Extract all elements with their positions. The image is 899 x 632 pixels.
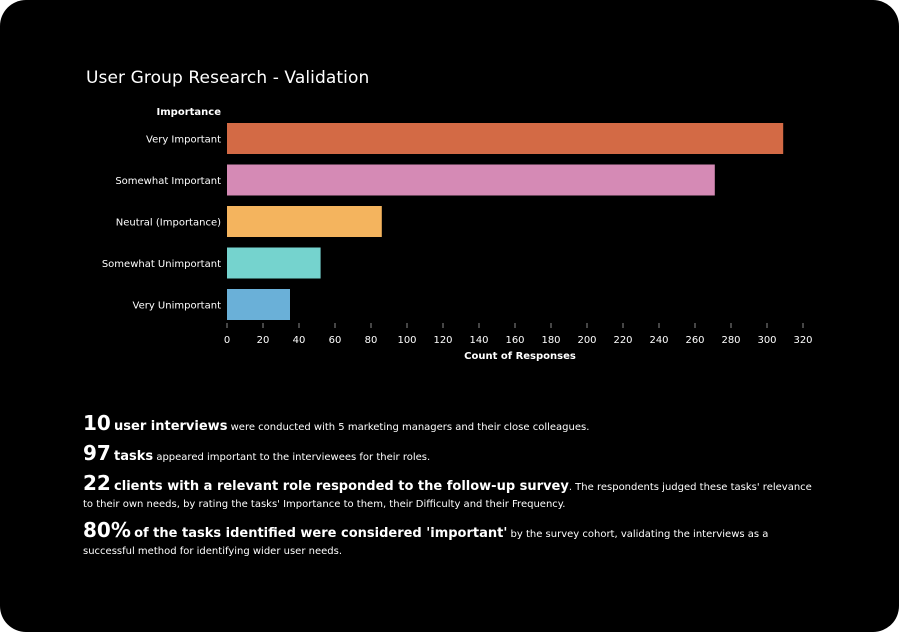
finding-headline: tasks [114, 449, 154, 464]
finding-text: were conducted with 5 marketing managers… [227, 422, 590, 433]
x-axis-ticks: 0 20 40 60 80 100 120 140 160 180 200 220 240 260 280 3… [224, 323, 813, 346]
finding-headline: clients with a relevant role responded t… [114, 479, 569, 494]
x-tick-label: 20 [257, 335, 270, 346]
bar-very-unimportant[interactable] [227, 289, 290, 320]
finding-number: 80% [83, 518, 131, 542]
finding-tasks: 97 tasks appeared important to the inter… [83, 442, 823, 466]
bar-somewhat-important[interactable] [227, 164, 715, 196]
finding-headline: user interviews [114, 419, 228, 434]
x-tick-label: 80 [365, 335, 378, 346]
category-label: Somewhat Unimportant [102, 259, 221, 270]
category-labels: Very Important Somewhat Important Neutral … [102, 135, 221, 312]
finding-headline: of the tasks identified were considered … [134, 526, 508, 541]
finding-text: appeared important to the interviewees f… [153, 452, 431, 463]
finding-number: 10 [83, 411, 111, 435]
y-axis-title: Importance [157, 107, 222, 118]
category-label: Somewhat Important [115, 176, 221, 187]
x-axis-title: Count of Responses [464, 351, 576, 362]
finding-text: by the survey cohort, validating the int… [83, 529, 769, 557]
x-tick-label: 300 [757, 335, 776, 346]
bar-neutral-importance[interactable] [227, 206, 382, 237]
x-tick-label: 100 [397, 335, 416, 346]
bars-group [227, 123, 784, 320]
x-tick-label: 240 [649, 335, 668, 346]
bar-somewhat-unimportant[interactable] [227, 247, 321, 279]
x-tick-label: 260 [685, 335, 704, 346]
x-tick-label: 220 [613, 335, 632, 346]
finding-text: . The respondents judged these tasks' re… [83, 482, 812, 510]
x-tick-label: 280 [721, 335, 740, 346]
x-tick-label: 40 [293, 335, 306, 346]
x-tick-label: 140 [469, 335, 488, 346]
category-label: Neutral (Importance) [116, 218, 221, 229]
finding-interviews: 10 user interviews were conducted with 5… [83, 412, 823, 436]
category-label: Very Important [146, 135, 221, 146]
x-tick-label: 200 [577, 335, 596, 346]
finding-survey: 22 clients with a relevant role responde… [83, 472, 823, 513]
x-tick-label: 320 [793, 335, 812, 346]
x-tick-label: 0 [224, 335, 230, 346]
category-label: Very Unimportant [133, 301, 222, 312]
x-tick-label: 60 [329, 335, 342, 346]
bar-chart: Importance Very Important Somewhat Import… [102, 107, 813, 362]
x-tick-label: 120 [433, 335, 452, 346]
chart-title: User Group Research - Validation [86, 68, 370, 88]
key-findings: 10 user interviews were conducted with 5… [83, 412, 823, 566]
finding-number: 97 [83, 441, 111, 465]
bar-very-important[interactable] [227, 123, 784, 154]
finding-validation: 80% of the tasks identified were conside… [83, 519, 823, 560]
x-tick-label: 180 [541, 335, 560, 346]
x-tick-label: 160 [505, 335, 524, 346]
finding-number: 22 [83, 471, 111, 495]
